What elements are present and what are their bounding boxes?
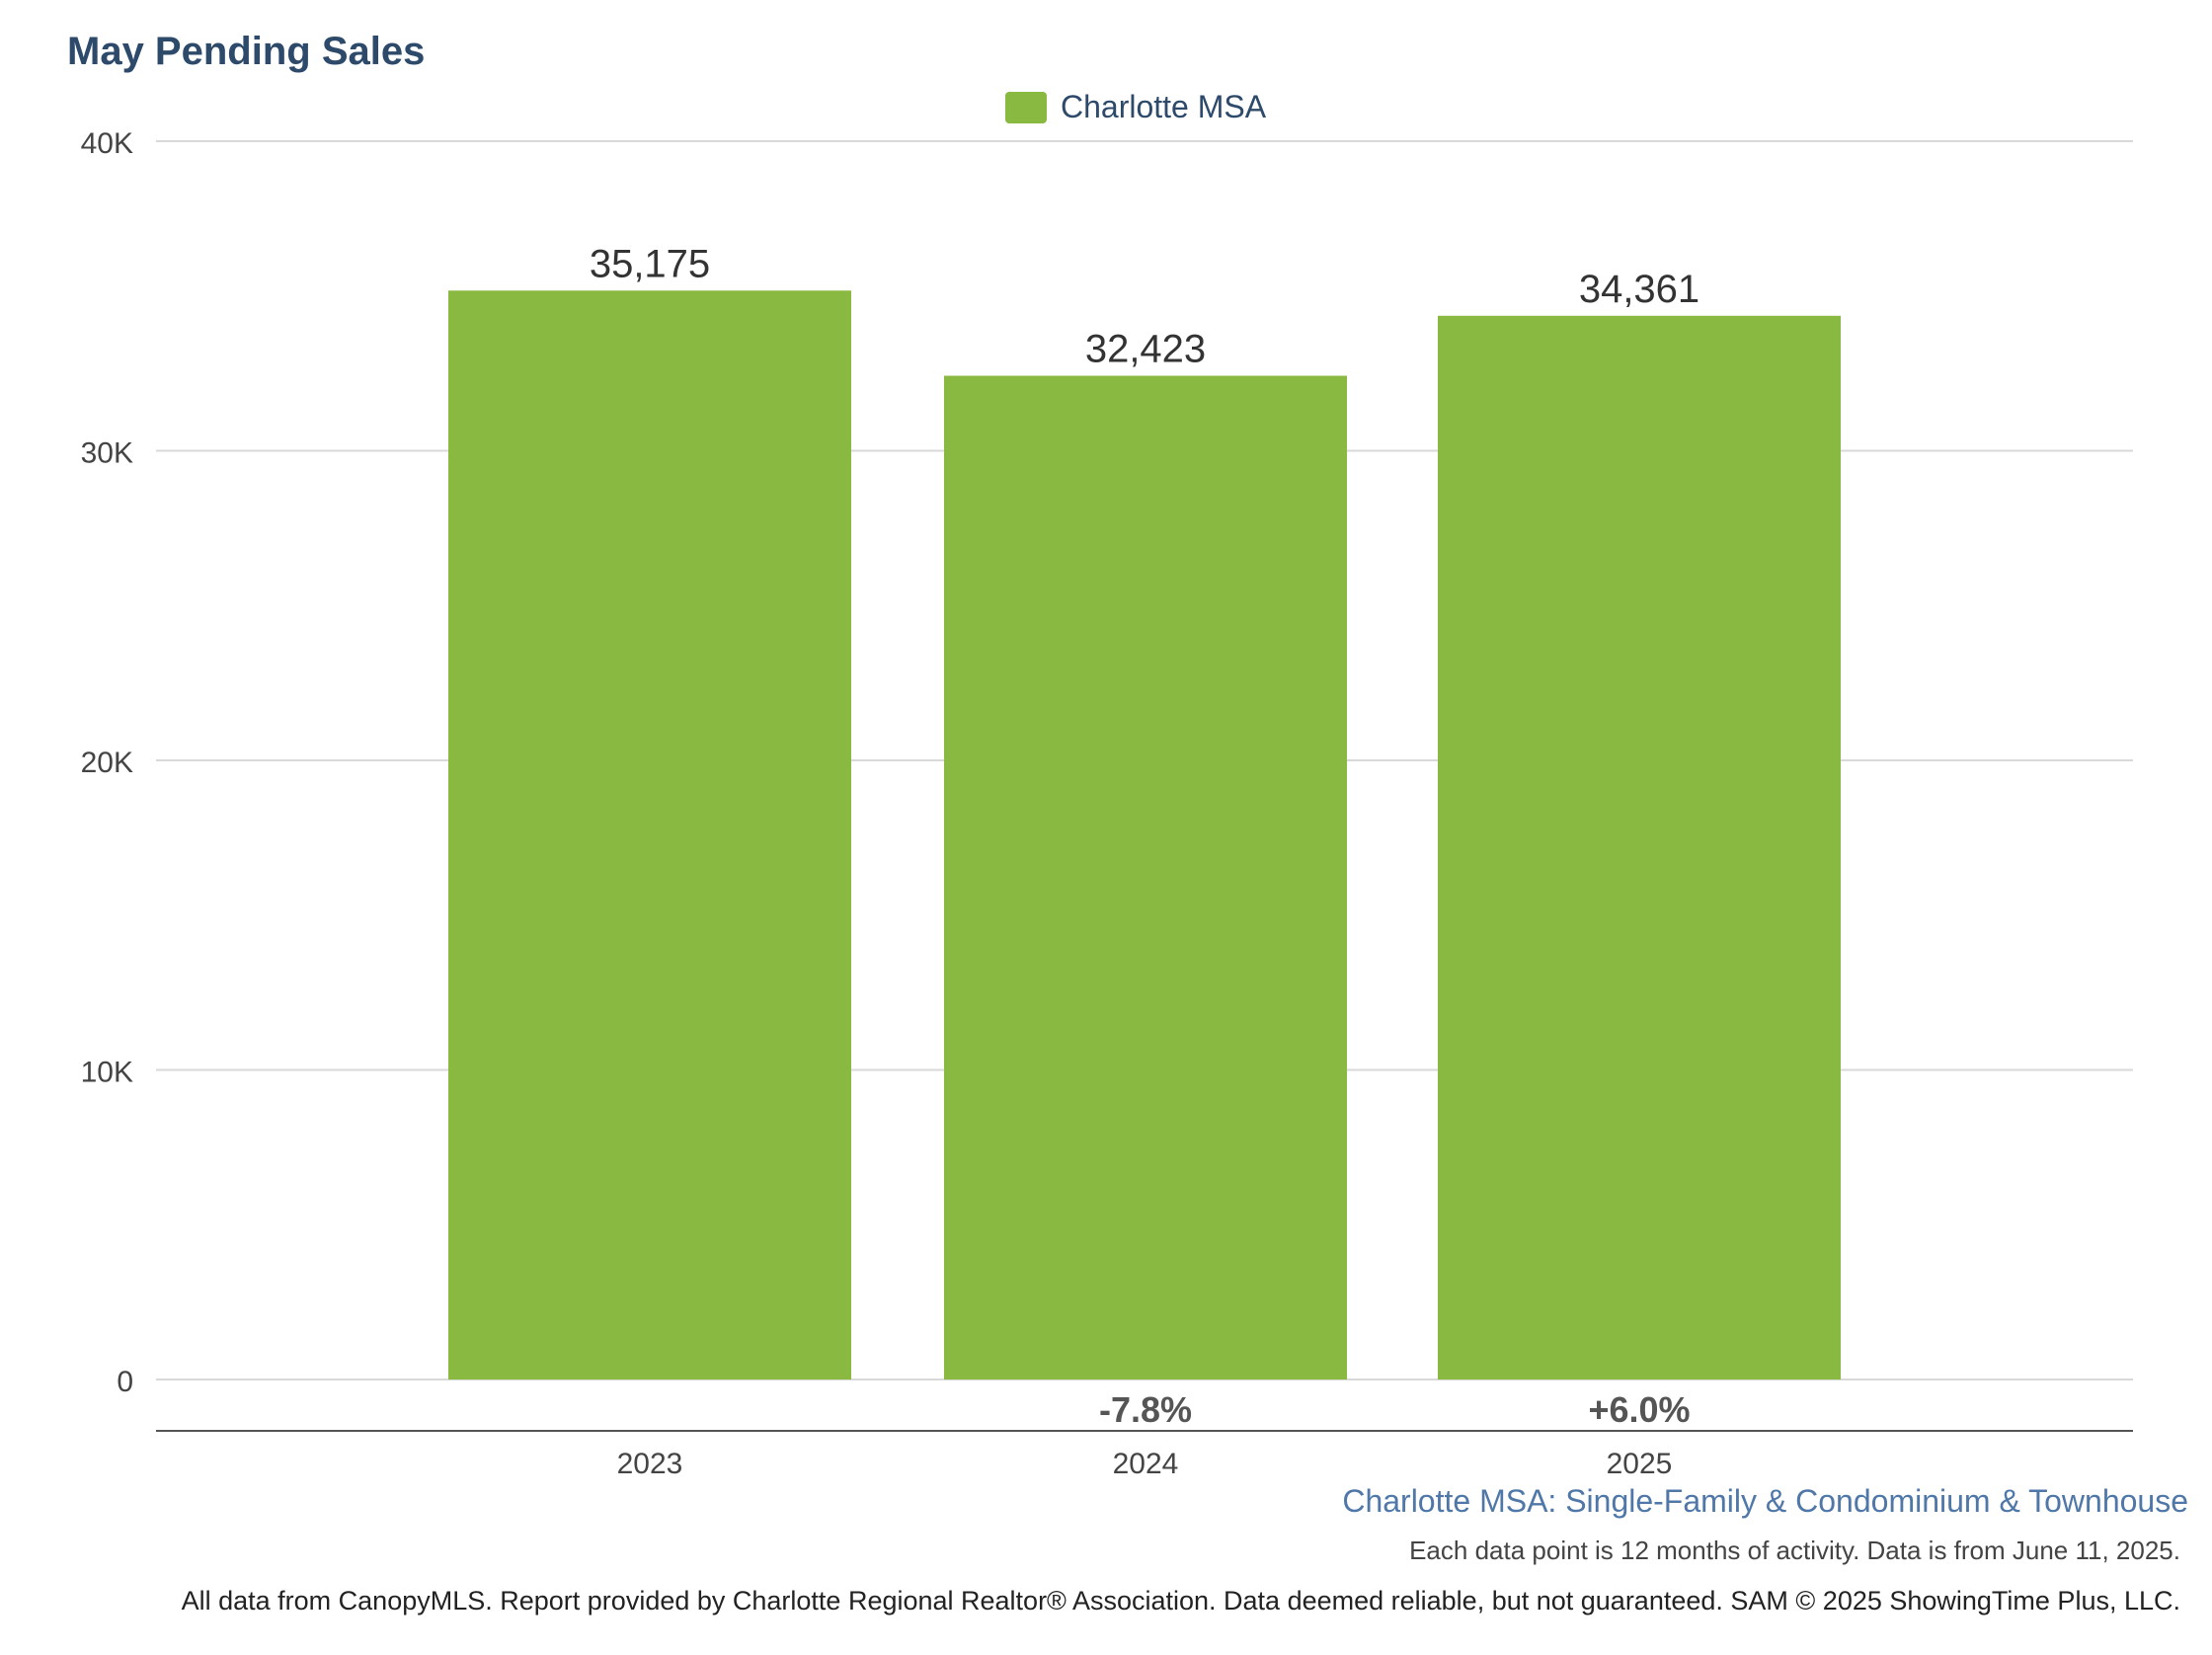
y-tick-label: 30K	[81, 437, 133, 470]
y-tick-label: 10K	[81, 1057, 133, 1089]
data-note: Each data point is 12 months of activity…	[1409, 1536, 2180, 1565]
bar	[944, 375, 1347, 1379]
legend: Charlotte MSA	[1005, 89, 1266, 125]
legend-label: Charlotte MSA	[1061, 89, 1267, 124]
y-tick-label: 40K	[81, 127, 133, 160]
change-label: -7.8%	[1099, 1389, 1192, 1430]
chart-title: May Pending Sales	[67, 30, 426, 73]
y-tick-label: 20K	[81, 747, 133, 779]
data-label: 35,175	[590, 242, 710, 285]
x-tick-label: 2024	[1113, 1448, 1179, 1480]
change-label: +6.0%	[1588, 1389, 1690, 1430]
bar	[448, 290, 851, 1379]
chart-subtitle: Charlotte MSA: Single-Family & Condomini…	[1342, 1483, 2188, 1519]
y-tick-label: 0	[117, 1366, 133, 1398]
x-tick-label: 2023	[617, 1448, 683, 1480]
x-tick-label: 2025	[1607, 1448, 1673, 1480]
footer-credit: All data from CanopyMLS. Report provided…	[181, 1586, 2180, 1616]
legend-swatch	[1005, 91, 1047, 123]
data-label: 34,361	[1579, 268, 1699, 311]
data-label: 32,423	[1085, 328, 1206, 371]
bar	[1438, 315, 1841, 1379]
